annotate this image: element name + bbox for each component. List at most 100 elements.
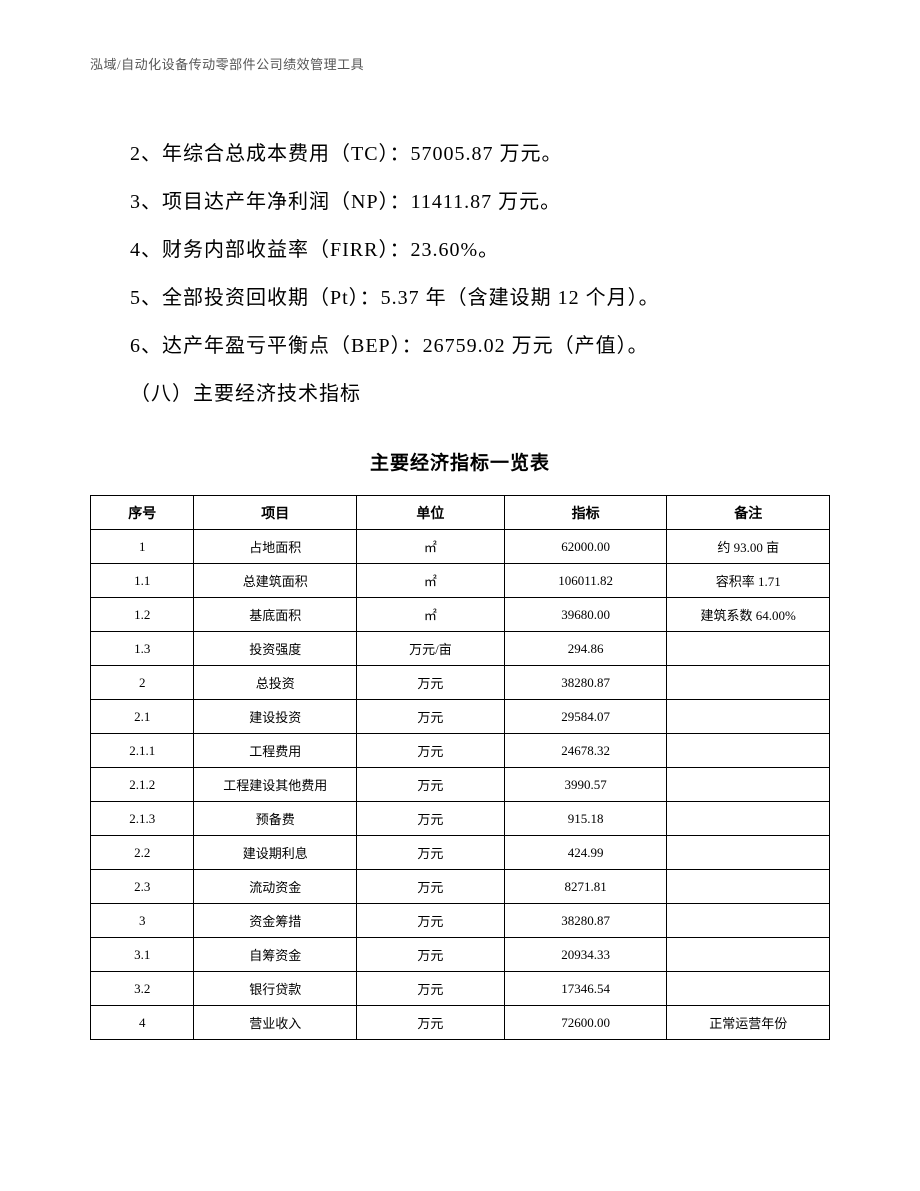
cell-value: 915.18	[504, 802, 667, 836]
main-content: 2、年综合总成本费用（TC）：57005.87 万元。 3、项目达产年净利润（N…	[90, 130, 830, 1040]
cell-unit: ㎡	[357, 598, 505, 632]
cell-item: 建设期利息	[194, 836, 357, 870]
page-header: 泓域/自动化设备传动零部件公司绩效管理工具	[90, 54, 364, 73]
table-row: 1.2 基底面积 ㎡ 39680.00 建筑系数 64.00%	[91, 598, 830, 632]
table-row: 2.1 建设投资 万元 29584.07	[91, 700, 830, 734]
cell-item: 占地面积	[194, 530, 357, 564]
col-header-seq: 序号	[91, 496, 194, 530]
cell-value: 72600.00	[504, 1006, 667, 1040]
cell-seq: 1.3	[91, 632, 194, 666]
cell-unit: 万元	[357, 972, 505, 1006]
cell-value: 106011.82	[504, 564, 667, 598]
body-line-5: 5、全部投资回收期（Pt）：5.37 年（含建设期 12 个月）。	[90, 274, 830, 322]
table-row: 4 营业收入 万元 72600.00 正常运营年份	[91, 1006, 830, 1040]
cell-unit: 万元	[357, 734, 505, 768]
cell-unit: 万元	[357, 938, 505, 972]
cell-note	[667, 870, 830, 904]
cell-value: 20934.33	[504, 938, 667, 972]
cell-unit: 万元	[357, 1006, 505, 1040]
table-row: 2.1.3 预备费 万元 915.18	[91, 802, 830, 836]
cell-note: 建筑系数 64.00%	[667, 598, 830, 632]
body-line-4: 4、财务内部收益率（FIRR）：23.60%。	[90, 226, 830, 274]
cell-unit: 万元	[357, 768, 505, 802]
cell-value: 3990.57	[504, 768, 667, 802]
table-row: 3.1 自筹资金 万元 20934.33	[91, 938, 830, 972]
cell-note	[667, 768, 830, 802]
cell-item: 营业收入	[194, 1006, 357, 1040]
cell-seq: 1.2	[91, 598, 194, 632]
table-row: 2.1.2 工程建设其他费用 万元 3990.57	[91, 768, 830, 802]
cell-note	[667, 904, 830, 938]
cell-item: 工程费用	[194, 734, 357, 768]
table-body: 1 占地面积 ㎡ 62000.00 约 93.00 亩 1.1 总建筑面积 ㎡ …	[91, 530, 830, 1040]
cell-unit: 万元	[357, 700, 505, 734]
cell-value: 17346.54	[504, 972, 667, 1006]
cell-unit: 万元	[357, 870, 505, 904]
table-row: 3.2 银行贷款 万元 17346.54	[91, 972, 830, 1006]
cell-value: 38280.87	[504, 666, 667, 700]
cell-note	[667, 836, 830, 870]
cell-value: 424.99	[504, 836, 667, 870]
cell-note	[667, 802, 830, 836]
cell-note	[667, 938, 830, 972]
cell-note	[667, 972, 830, 1006]
body-line-6: 6、达产年盈亏平衡点（BEP）：26759.02 万元（产值）。	[90, 322, 830, 370]
table-row: 1.1 总建筑面积 ㎡ 106011.82 容积率 1.71	[91, 564, 830, 598]
cell-item: 总建筑面积	[194, 564, 357, 598]
table-header-row: 序号 项目 单位 指标 备注	[91, 496, 830, 530]
table-row: 3 资金筹措 万元 38280.87	[91, 904, 830, 938]
cell-unit: 万元	[357, 802, 505, 836]
cell-value: 38280.87	[504, 904, 667, 938]
table-row: 2.3 流动资金 万元 8271.81	[91, 870, 830, 904]
cell-item: 工程建设其他费用	[194, 768, 357, 802]
cell-seq: 2	[91, 666, 194, 700]
cell-unit: 万元	[357, 836, 505, 870]
economic-indicators-table: 序号 项目 单位 指标 备注 1 占地面积 ㎡ 62000.00 约 93.00…	[90, 495, 830, 1040]
cell-seq: 2.1.3	[91, 802, 194, 836]
body-line-3: 3、项目达产年净利润（NP）：11411.87 万元。	[90, 178, 830, 226]
cell-seq: 3.2	[91, 972, 194, 1006]
cell-seq: 3	[91, 904, 194, 938]
table-row: 2.1.1 工程费用 万元 24678.32	[91, 734, 830, 768]
cell-unit: 万元/亩	[357, 632, 505, 666]
cell-note: 正常运营年份	[667, 1006, 830, 1040]
cell-seq: 2.1	[91, 700, 194, 734]
cell-note	[667, 700, 830, 734]
col-header-value: 指标	[504, 496, 667, 530]
col-header-item: 项目	[194, 496, 357, 530]
cell-seq: 2.3	[91, 870, 194, 904]
cell-unit: 万元	[357, 666, 505, 700]
table-row: 1.3 投资强度 万元/亩 294.86	[91, 632, 830, 666]
cell-seq: 4	[91, 1006, 194, 1040]
cell-unit: 万元	[357, 904, 505, 938]
cell-unit: ㎡	[357, 530, 505, 564]
cell-item: 流动资金	[194, 870, 357, 904]
table-title: 主要经济指标一览表	[90, 448, 830, 475]
cell-seq: 1	[91, 530, 194, 564]
table-row: 2 总投资 万元 38280.87	[91, 666, 830, 700]
cell-item: 基底面积	[194, 598, 357, 632]
cell-item: 预备费	[194, 802, 357, 836]
cell-note	[667, 734, 830, 768]
cell-item: 建设投资	[194, 700, 357, 734]
cell-seq: 3.1	[91, 938, 194, 972]
cell-item: 资金筹措	[194, 904, 357, 938]
col-header-note: 备注	[667, 496, 830, 530]
cell-value: 29584.07	[504, 700, 667, 734]
cell-unit: ㎡	[357, 564, 505, 598]
table-row: 2.2 建设期利息 万元 424.99	[91, 836, 830, 870]
cell-value: 294.86	[504, 632, 667, 666]
cell-item: 总投资	[194, 666, 357, 700]
table-row: 1 占地面积 ㎡ 62000.00 约 93.00 亩	[91, 530, 830, 564]
cell-seq: 2.2	[91, 836, 194, 870]
cell-item: 投资强度	[194, 632, 357, 666]
cell-seq: 2.1.1	[91, 734, 194, 768]
cell-value: 24678.32	[504, 734, 667, 768]
cell-note: 约 93.00 亩	[667, 530, 830, 564]
body-line-2: 2、年综合总成本费用（TC）：57005.87 万元。	[90, 130, 830, 178]
cell-seq: 1.1	[91, 564, 194, 598]
cell-seq: 2.1.2	[91, 768, 194, 802]
cell-value: 39680.00	[504, 598, 667, 632]
cell-item: 银行贷款	[194, 972, 357, 1006]
cell-value: 62000.00	[504, 530, 667, 564]
